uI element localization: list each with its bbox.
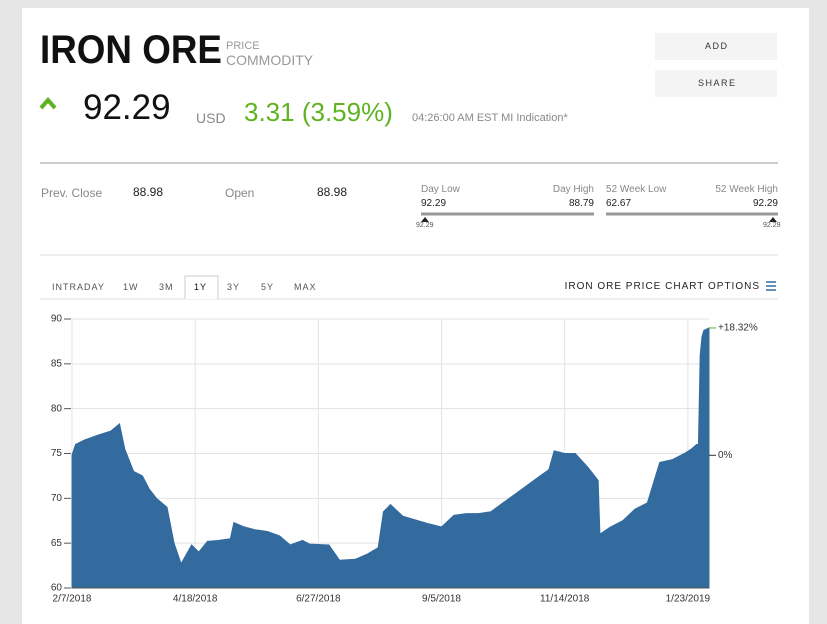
share-label[interactable]: SHARE: [698, 78, 737, 88]
x-tick-label: 2/7/2018: [53, 594, 92, 605]
title: IRON ORE: [40, 28, 222, 72]
range-marker: [421, 217, 429, 222]
range-tab[interactable]: INTRADAY: [52, 282, 105, 292]
menu-icon: [766, 281, 776, 291]
range-label: 52 Week Low: [606, 184, 667, 195]
add-label[interactable]: ADD: [705, 41, 729, 51]
currency: USD: [196, 110, 226, 126]
range-tab[interactable]: MAX: [294, 282, 317, 292]
share-button[interactable]: [655, 70, 777, 97]
y-tick-label: 75: [51, 448, 63, 459]
range-tab[interactable]: 1W: [123, 282, 139, 292]
range-value: 92.29: [752, 198, 778, 209]
range-value: 88.79: [568, 198, 594, 209]
range-tab[interactable]: 5Y: [261, 282, 275, 292]
annotation: +18.32%: [718, 323, 758, 334]
stat-value: 88.98: [133, 185, 164, 199]
price: 92.29: [83, 88, 171, 127]
range-label: Day High: [552, 184, 594, 195]
range-value: 62.67: [606, 198, 632, 209]
add-button[interactable]: [655, 33, 777, 60]
y-tick-label: 80: [51, 403, 63, 414]
range-tab[interactable]: 3M: [159, 282, 174, 292]
chart-options[interactable]: IRON ORE PRICE CHART OPTIONS: [564, 281, 760, 292]
range-marker-label: 92.29: [416, 222, 434, 229]
stat-label: Prev. Close: [41, 186, 103, 200]
x-tick-label: 6/27/2018: [296, 594, 341, 605]
y-tick-label: 85: [51, 358, 63, 369]
range-marker: [769, 217, 777, 222]
x-tick-label: 1/23/2019: [666, 594, 711, 605]
x-tick-label: 9/5/2018: [422, 594, 461, 605]
stat-value: 88.98: [317, 185, 348, 199]
up-arrow: [39, 96, 57, 110]
stat-label: Open: [225, 186, 255, 200]
kind-label: PRICE: [226, 40, 260, 52]
y-tick-label: 65: [51, 538, 63, 549]
x-tick-label: 11/14/2018: [540, 594, 590, 605]
y-tick-label: 70: [51, 493, 63, 504]
y-tick-label: 60: [51, 583, 63, 594]
price-area: [71, 327, 710, 589]
x-tick-label: 4/18/2018: [173, 594, 218, 605]
kind: COMMODITY: [226, 52, 314, 68]
active-tab: [184, 275, 219, 299]
range-label: 52 Week High: [715, 184, 778, 195]
range-value: 92.29: [421, 198, 447, 209]
y-tick-label: 90: [51, 314, 63, 325]
range-tab[interactable]: 3Y: [227, 282, 241, 292]
range-marker-label: 92.29: [763, 222, 781, 229]
range-tab[interactable]: 1Y: [194, 282, 208, 292]
timestamp: 04:26:00 AM EST MI Indication*: [412, 112, 568, 124]
range-label: Day Low: [421, 184, 460, 195]
annotation: 0%: [718, 450, 733, 461]
change: 3.31 (3.59%): [244, 97, 393, 127]
